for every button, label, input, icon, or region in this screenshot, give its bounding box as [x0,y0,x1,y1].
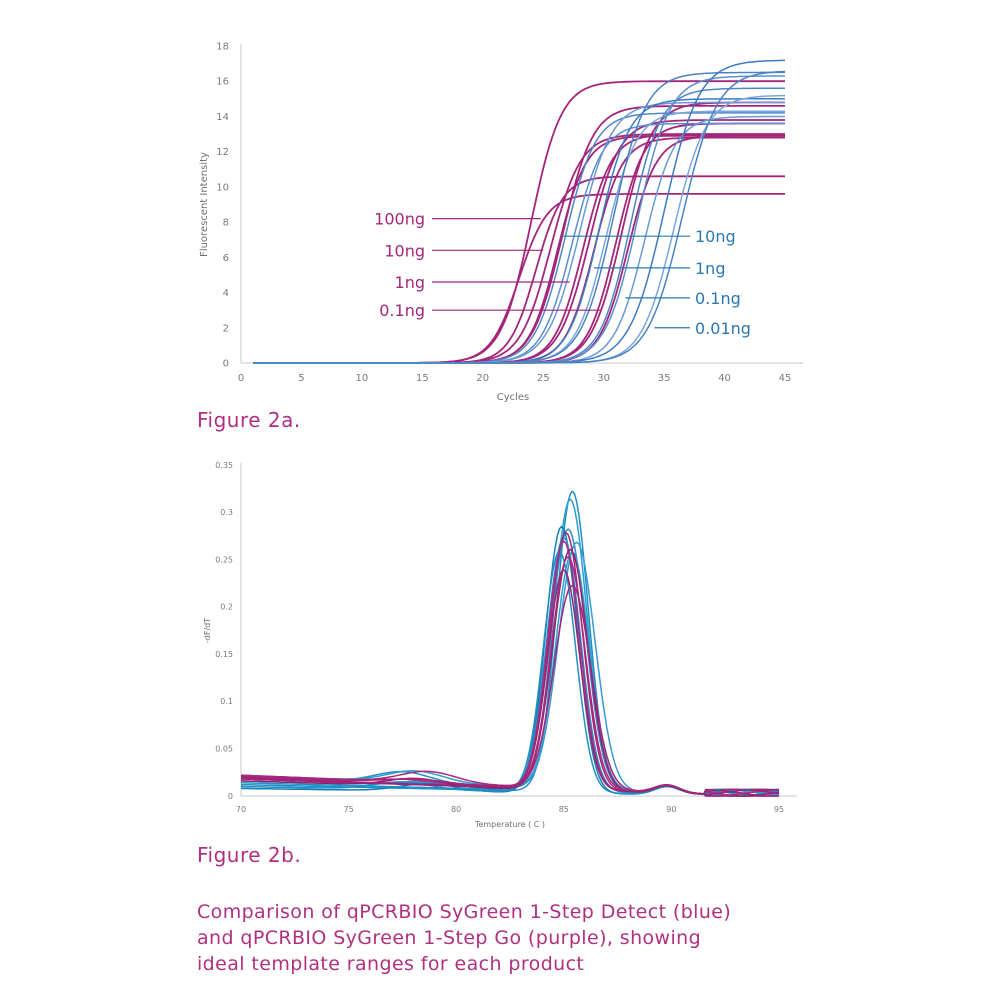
y-tick-label: 14 [216,112,229,123]
figure-caption: Comparison of qPCRBIO SyGreen 1-Step Det… [197,899,837,977]
x-tick-label: 5 [298,373,304,384]
blue-melt-curve [240,525,779,797]
y-tick-label: 16 [216,77,229,88]
x-tick-label: 20 [476,373,489,384]
caption-line-3: ideal template ranges for each product [197,953,585,975]
blue-amplification-curve [253,70,786,364]
x-tick-label: 85 [559,805,569,814]
purple-melt-curve [240,555,780,797]
y-tick-label: 0 [223,359,229,370]
x-tick-label: 25 [537,373,550,384]
blue-melt-curve [241,541,779,797]
concentration-label: 10ng [384,241,425,260]
y-tick-label: 0.05 [215,745,233,754]
concentration-label: 0.1ng [379,301,425,320]
x-tick-label: 0 [238,373,244,384]
concentration-label: 0.01ng [695,319,751,338]
x-tick-label: 95 [774,805,784,814]
x-tick-label: 45 [779,373,792,384]
y-tick-label: 0.15 [215,650,233,659]
y-axis-label: -dF/dT [203,618,212,643]
y-tick-label: 0.3 [220,508,233,517]
purple-melt-curve [241,531,779,797]
x-tick-label: 40 [718,373,731,384]
y-tick-label: 8 [223,218,229,229]
blue-melt-curve [241,536,780,797]
x-tick-label: 35 [658,373,671,384]
blue-melt-curve [240,528,780,797]
blue-melt-curve [241,498,780,797]
blue-melt-curve [240,551,780,796]
figure-2a-label: Figure 2a. [197,408,301,432]
figure-charts: 0 2 4 6 8 10 12 14 16 18 0 5 10 15 20 25 30 35 40 45 Cycles F… [199,42,803,829]
purple-melt-curve [240,584,780,795]
y-tick-label: 0.35 [215,461,233,470]
amplification-chart: 0 2 4 6 8 10 12 14 16 18 0 5 10 15 20 25 30 35 40 45 Cycles F… [199,42,803,403]
caption-line-1: Comparison of qPCRBIO SyGreen 1-Step Det… [197,901,732,923]
x-tick-label: 90 [666,805,676,814]
x-axis-label: Temperature ( C ) [474,820,545,829]
y-tick-label: 2 [223,323,229,334]
y-tick-label: 12 [216,147,229,158]
y-axis-label: Fluorescent Intensity [199,152,210,257]
blue-melt-curve [241,490,780,795]
x-tick-label: 75 [344,805,354,814]
y-tick-label: 6 [223,253,229,264]
y-tick-label: 0.1 [220,697,233,706]
blue-melt-curve [240,550,780,795]
x-tick-label: 80 [451,805,461,814]
y-tick-label: 0 [228,792,233,801]
caption-line-2: and qPCRBIO SyGreen 1-Step Go (purple), … [197,927,702,949]
x-tick-label: 10 [356,373,369,384]
concentration-label: 100ng [374,210,425,229]
purple-melt-curve [241,548,780,797]
concentration-label: 1ng [695,259,725,278]
y-tick-label: 10 [216,182,229,193]
purple-melt-curve [240,540,780,797]
concentration-label: 10ng [695,227,736,246]
x-tick-label: 70 [236,805,246,814]
y-tick-label: 4 [223,288,229,299]
y-tick-label: 18 [216,42,229,53]
melt-curve-chart: 0 0.05 0.1 0.15 0.2 0.25 0.3 0.35 70 75 80 85 90 95 Te… [203,461,797,829]
x-tick-label: 15 [416,373,429,384]
concentration-label: 0.1ng [695,289,741,308]
x-tick-label: 30 [597,373,610,384]
y-tick-label: 0.2 [220,603,233,612]
purple-melt-curve [240,569,780,796]
concentration-label: 1ng [395,273,425,292]
y-tick-label: 0.25 [215,555,233,564]
figure-2b-label: Figure 2b. [197,843,302,867]
x-axis-label: Cycles [497,392,530,403]
